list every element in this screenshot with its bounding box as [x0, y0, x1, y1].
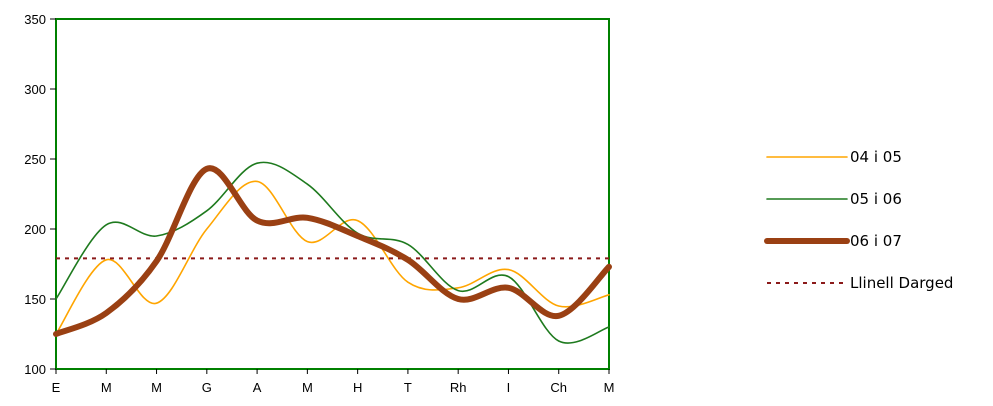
series-line-04-i-05	[55, 180, 610, 335]
y-tick-label: 200	[24, 222, 46, 237]
y-tick-label: 100	[24, 362, 46, 377]
legend-label-05-i-06: 05 i 06	[850, 190, 902, 208]
y-tick-label: 300	[24, 82, 46, 97]
x-tick-label: M	[101, 380, 112, 395]
plot-area-border	[55, 18, 610, 370]
y-tick-label: 350	[24, 12, 46, 27]
x-tick-label: E	[52, 380, 61, 395]
series-line-05-i-06	[55, 161, 610, 344]
y-tick-label: 150	[24, 292, 46, 307]
x-tick-label: M	[151, 380, 162, 395]
x-tick-label: M	[302, 380, 313, 395]
x-tick-label: A	[253, 380, 262, 395]
x-tick-label: T	[404, 380, 412, 395]
x-tick-label: Rh	[450, 380, 467, 395]
x-tick-label: M	[604, 380, 615, 395]
x-tick-label: H	[353, 380, 362, 395]
x-tick-label: I	[507, 380, 511, 395]
legend-label-04-i-05: 04 i 05	[850, 148, 902, 166]
legend-label-llinell-darged: Llinell Darged	[850, 274, 953, 292]
x-tick-label: G	[202, 380, 212, 395]
legend-label-06-i-07: 06 i 07	[850, 232, 902, 250]
y-tick-label: 250	[24, 152, 46, 167]
x-tick-label: Ch	[550, 380, 567, 395]
series-line-06-i-07	[53, 165, 612, 337]
